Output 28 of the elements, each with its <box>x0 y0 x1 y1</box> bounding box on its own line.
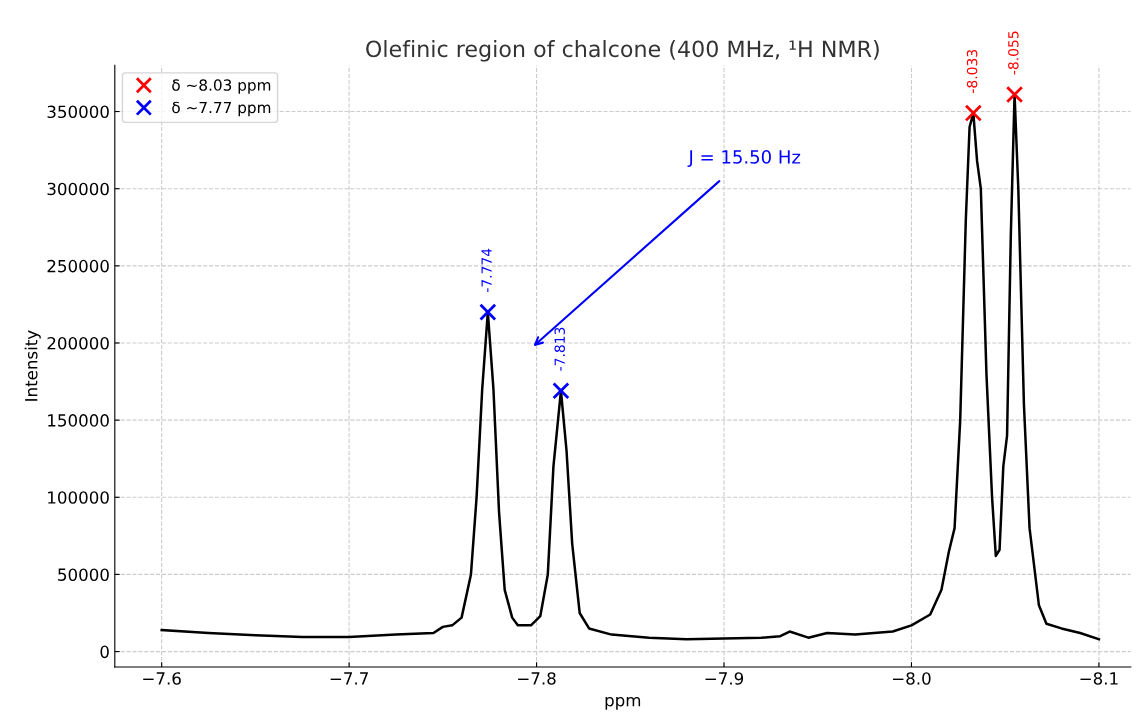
y-tick-label: 350000 <box>47 105 109 119</box>
annotation: -8.055 <box>1008 31 1019 75</box>
legend-label: δ ~8.03 ppm <box>172 79 271 94</box>
point <box>479 303 497 321</box>
annotation: -7.813 <box>554 327 565 371</box>
annotation: J = 15.50 Hz <box>687 150 801 168</box>
y-axis-title: Intensity <box>24 330 41 401</box>
chart-title: Olefinic region of chalcone (400 MHz, ¹H NMR) <box>366 40 879 62</box>
point <box>964 104 982 122</box>
y-tick-label: 300000 <box>47 182 109 196</box>
y-tick-label: 50000 <box>58 568 109 581</box>
x-axis-title: ppm <box>605 696 641 710</box>
y-tick-label: 200000 <box>47 336 109 350</box>
x-tick-label: −8.0 <box>892 672 931 685</box>
y-tick-label: 100000 <box>48 491 109 504</box>
x-tick-label: −7.9 <box>705 672 744 685</box>
y-tick-label: 250000 <box>47 259 109 273</box>
annotation: -7.774 <box>481 248 492 292</box>
point <box>552 382 570 400</box>
y-tick-label: 0 <box>100 645 109 659</box>
x-tick-label: −8.1 <box>1080 672 1118 685</box>
legend-label: δ ~7.77 ppm <box>172 101 271 117</box>
annotation: -8.033 <box>966 49 978 93</box>
x-tick-label: −7.8 <box>518 672 556 685</box>
x-tick-label: −7.6 <box>143 672 181 685</box>
point <box>1005 85 1024 104</box>
y-tick-label: 150000 <box>48 414 109 427</box>
x-tick-label: −7.7 <box>330 672 368 685</box>
